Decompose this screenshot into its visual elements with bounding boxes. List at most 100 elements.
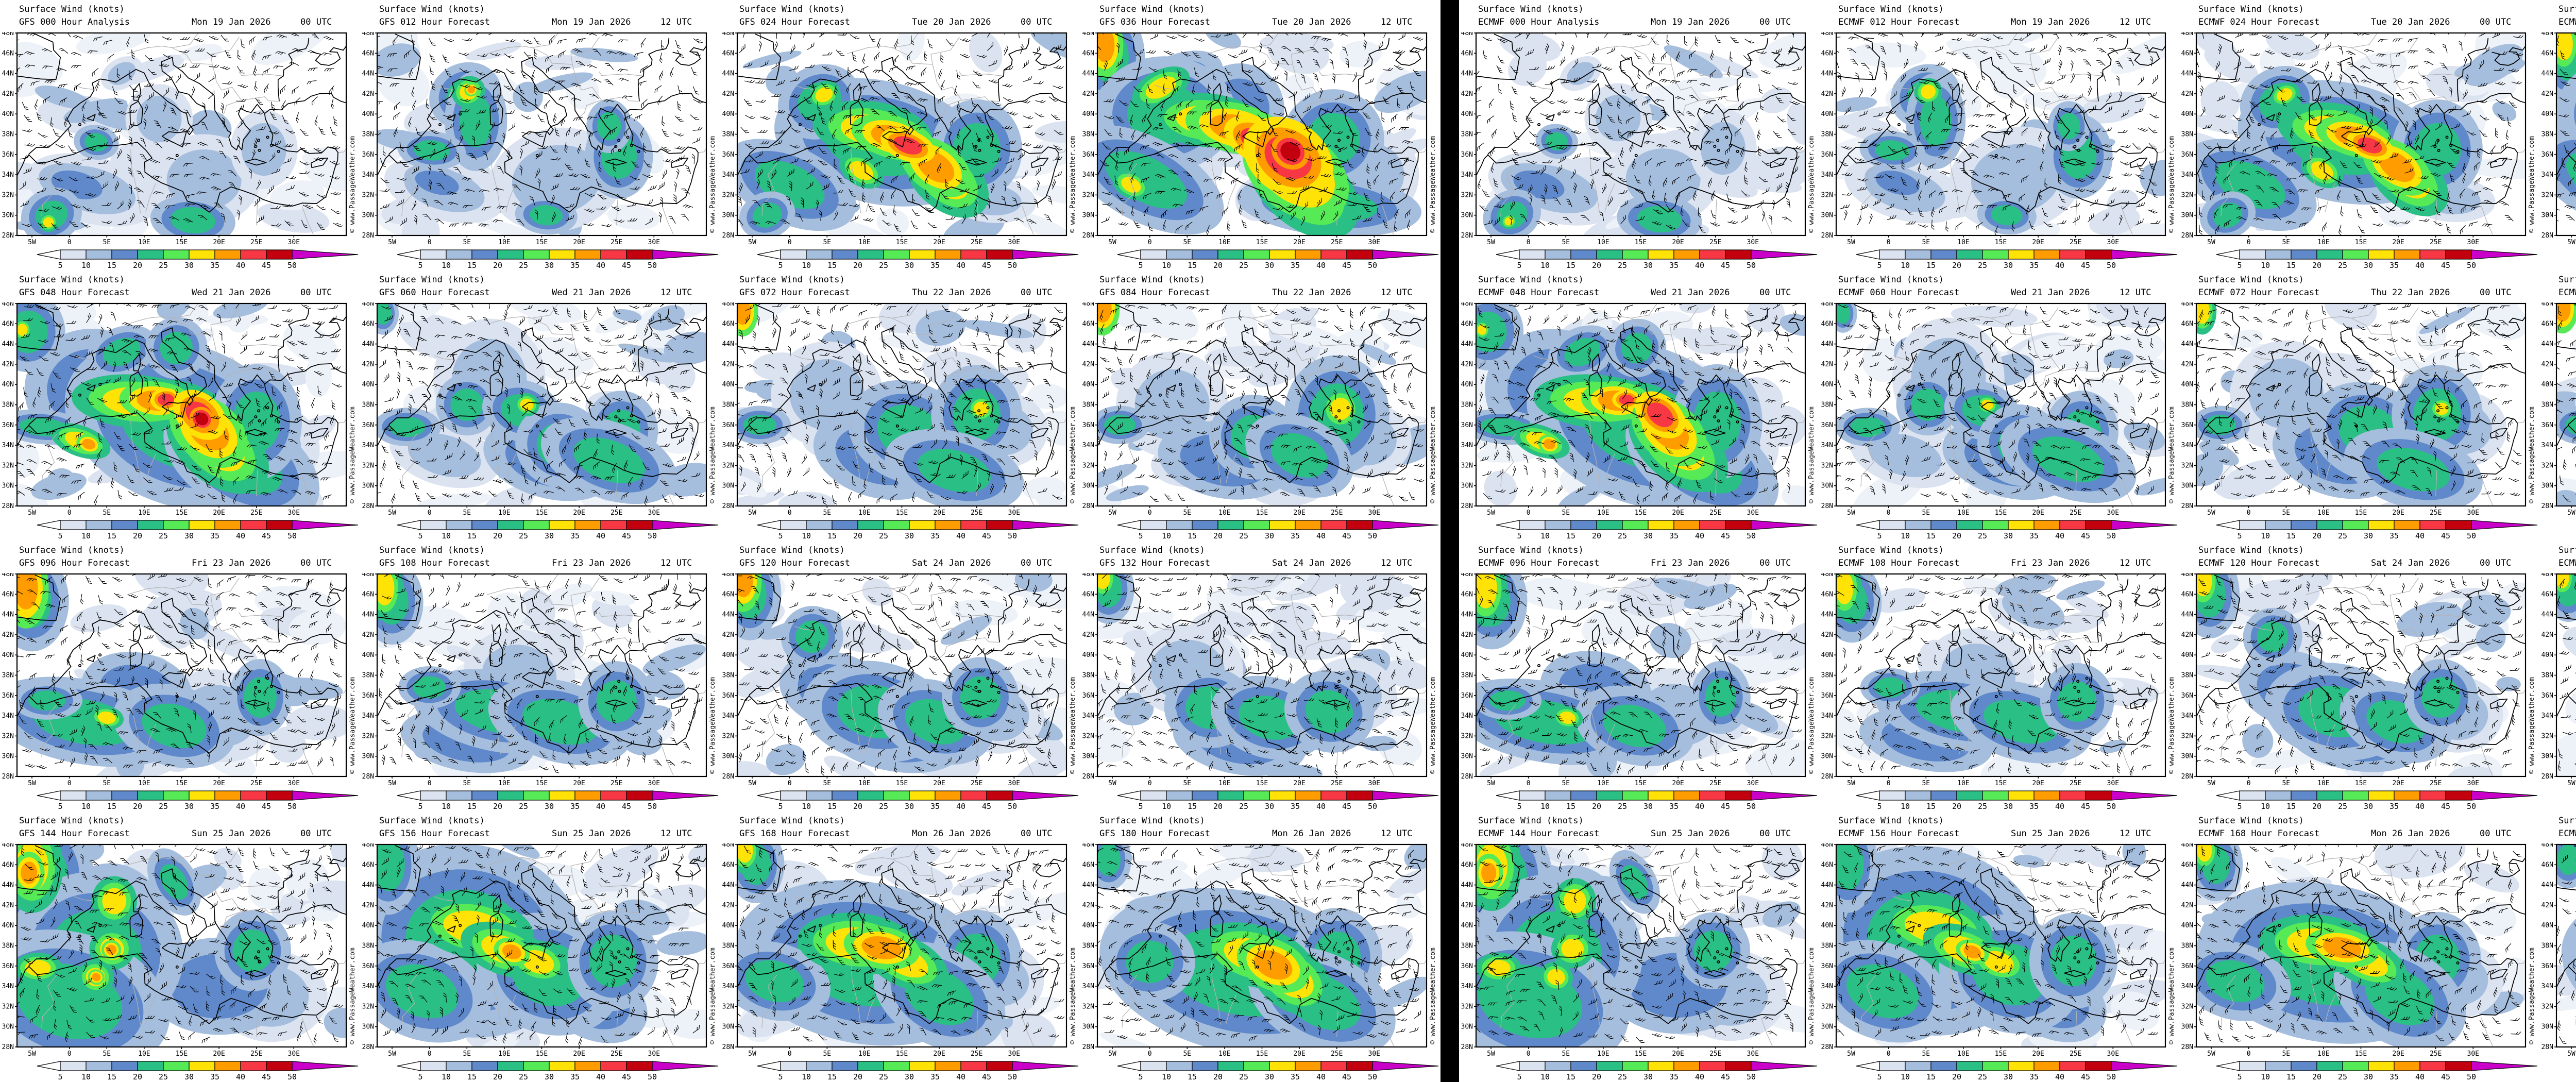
wind-map: 48N46N44N42N40N38N36N34N32N30N28N5W05E10…: [2541, 573, 2576, 787]
panel-product-label: ECMWF 156 Hour Forecast: [1838, 829, 1959, 839]
colorbar-tick-label: 45: [622, 531, 631, 540]
lon-label: 0: [1527, 1050, 1531, 1057]
lon-label: 10E: [498, 239, 510, 246]
lat-label: 44N: [1821, 882, 1833, 889]
colorbar-segment: [1879, 520, 1906, 530]
coastline: [1836, 845, 2165, 1024]
country-borders: [2221, 303, 2526, 505]
colorbar-tick-label: 25: [1618, 531, 1627, 540]
colorbar-segment: [2368, 790, 2395, 801]
colorbar-tick-label: 40: [1316, 261, 1326, 270]
colorbar-below-range-tip: [37, 520, 61, 530]
lon-label: 15E: [536, 509, 548, 516]
colorbar-tick-label: 40: [1316, 531, 1326, 540]
watermark: © www.PassageWeather.com: [2528, 136, 2536, 233]
lat-label: 28N: [2181, 232, 2193, 240]
lat-label: 34N: [1082, 442, 1094, 449]
lat-label: 34N: [1821, 171, 1833, 179]
forecast-panel-gfs-072: Surface Wind (knots) GFS 072 Hour Forecas…: [720, 270, 1080, 541]
lon-label: 30E: [648, 1050, 660, 1057]
forecast-panel-ecmwf-108: Surface Wind (knots) ECMWF 108 Hour Forec…: [1819, 541, 2179, 812]
panel-title: Surface Wind (knots): [1478, 275, 1584, 285]
colorbar-tick-label: 45: [2441, 261, 2450, 270]
wind-barbs: [1097, 574, 1422, 775]
colorbar-tick-label: 10: [1540, 531, 1550, 540]
colorbar-tick-label: 25: [1239, 531, 1248, 540]
lat-label: 36N: [1821, 962, 1833, 970]
lon-label: 10E: [1597, 239, 1609, 246]
colorbar-segment: [214, 1061, 241, 1071]
forecast-panel-ecmwf-096: Surface Wind (knots) ECMWF 096 Hour Forec…: [1459, 541, 1819, 812]
lon-label: 5W: [1847, 1050, 1855, 1057]
colorbar-tick-label: 25: [519, 531, 528, 540]
lat-label: 30N: [2541, 1023, 2553, 1031]
panel-title: Surface Wind (knots): [1478, 4, 1584, 14]
colorbar-below-range-tip: [2216, 520, 2240, 530]
wind-shading-layer: [1097, 33, 1427, 235]
wind-area: [2248, 358, 2324, 429]
wind-area: [1874, 677, 1906, 698]
lat-label: 34N: [1461, 442, 1473, 449]
wind-area: [789, 359, 865, 430]
lat-label: 28N: [2541, 232, 2553, 240]
colorbar-tick-label: 20: [853, 802, 862, 811]
lat-label: 48N: [1821, 302, 1833, 308]
wind-barbs: [1478, 303, 1801, 505]
lon-label: 10E: [1218, 239, 1230, 246]
colorbar-segment: [960, 790, 987, 801]
colorbar-tick-label: 40: [2415, 1072, 2425, 1081]
lon-label: 30E: [1747, 239, 1759, 246]
colorbar-tick-label: 45: [982, 261, 991, 270]
colorbar-tick-label: 10: [81, 802, 91, 811]
country-borders: [1860, 303, 2165, 505]
lat-label: 38N: [362, 131, 374, 139]
wind-shading-layer: [2556, 844, 2576, 1047]
colorbar-segment: [1295, 1061, 1321, 1071]
wind-area: [573, 437, 645, 484]
coastline: [1476, 574, 1805, 754]
colorbar-tick-label: 35: [570, 802, 580, 811]
lat-label: 32N: [1082, 1003, 1094, 1010]
panel-valid-time: 00 UTC: [2480, 829, 2511, 839]
lon-label: 0: [1148, 239, 1152, 246]
colorbar-above-range-tip: [1012, 249, 1079, 260]
colorbar-tick-label: 50: [1008, 1072, 1017, 1081]
panel-valid-time: 00 UTC: [1021, 288, 1052, 298]
panel-valid-date: Fri 23 Jan 2026: [2011, 558, 2090, 568]
colorbar-tick-label: 35: [2029, 1072, 2039, 1081]
lon-label: 5W: [2207, 1050, 2215, 1057]
lat-label: 44N: [2181, 882, 2193, 889]
colorbar-segment: [86, 249, 112, 260]
colorbar-tick-label: 35: [210, 261, 219, 270]
wind-barbs: [737, 33, 1064, 232]
country-borders: [1122, 33, 1427, 235]
colorbar-tick-label: 50: [1747, 1072, 1756, 1081]
colorbar-tick-label: 40: [1695, 261, 1704, 270]
lon-label: 0: [1527, 509, 1531, 516]
lat-label: 30N: [362, 753, 374, 760]
colorbar-segment: [600, 249, 627, 260]
lat-label: 32N: [2, 1003, 14, 1010]
wind-shading-layer: [1097, 574, 1427, 776]
colorbar-tick-label: 50: [1008, 802, 1017, 811]
lat-label: 34N: [2541, 171, 2553, 179]
colorbar-tick-label: 30: [2004, 261, 2013, 270]
lat-label: 40N: [2181, 110, 2193, 118]
lat-label: 34N: [2, 171, 14, 179]
colorbar-tick-label: 10: [442, 261, 451, 270]
colorbar-tick-label: 35: [2029, 802, 2039, 811]
colorbar-segment: [1982, 1061, 2009, 1071]
country-borders: [761, 33, 1066, 235]
colorbar-tick-label: 25: [1978, 1072, 1987, 1081]
lat-label: 38N: [1082, 131, 1094, 139]
colorbar-segment: [2239, 1061, 2266, 1071]
lat-label: 30N: [722, 1023, 734, 1031]
watermark: © www.PassageWeather.com: [1069, 407, 1077, 503]
lon-label: 25E: [611, 509, 622, 516]
